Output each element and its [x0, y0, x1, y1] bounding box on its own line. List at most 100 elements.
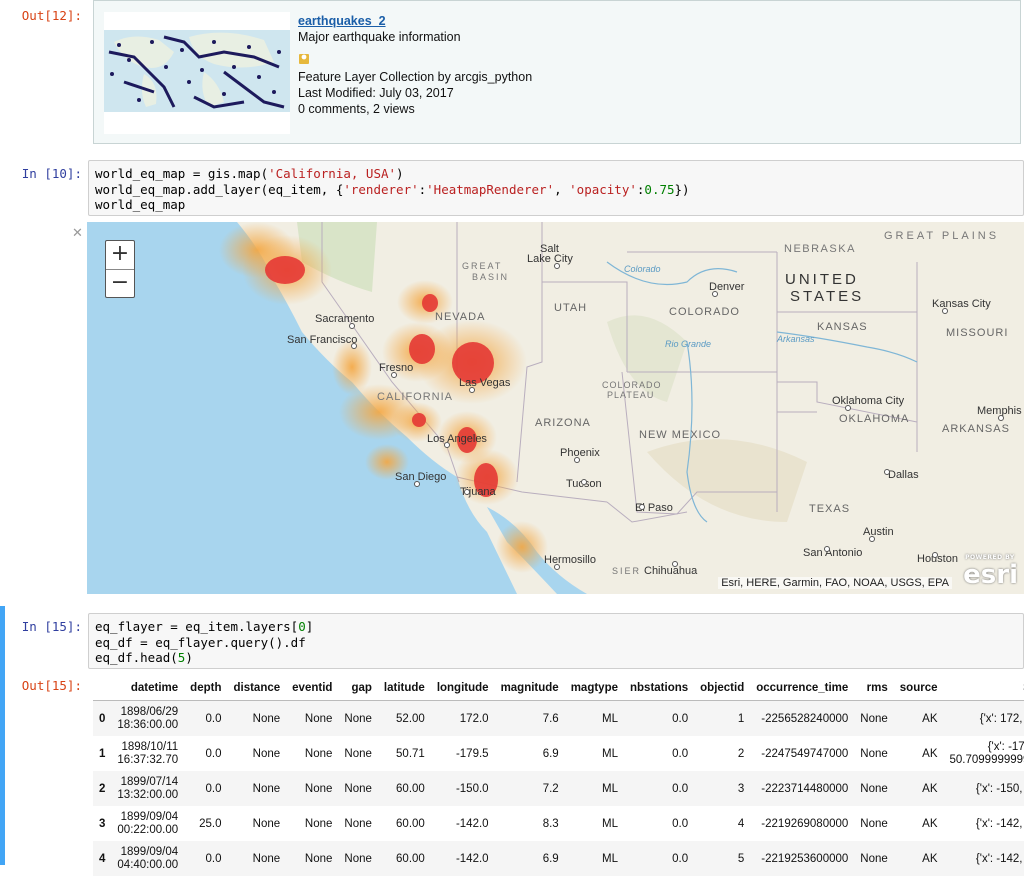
code-cell-10[interactable]: world_eq_map = gis.map('California, USA'… — [88, 160, 1024, 216]
col-occurrence-time: occurrence_time — [750, 676, 854, 701]
cell-magnitude: 7.2 — [495, 771, 565, 806]
svg-text:PLATEAU: PLATEAU — [607, 390, 654, 400]
cell-occurrence-time: -2219253600000 — [750, 841, 854, 876]
svg-text:GREAT PLAINS: GREAT PLAINS — [884, 230, 999, 242]
svg-text:Sacramento: Sacramento — [315, 313, 374, 325]
svg-text:CALIFORNIA: CALIFORNIA — [377, 391, 453, 403]
cell-magnitude: 8.3 — [495, 806, 565, 841]
cell-rms: None — [854, 701, 894, 737]
svg-text:Colorado: Colorado — [624, 264, 661, 274]
cell-objectid: 2 — [694, 736, 750, 771]
in-prompt-15: In [15]: — [0, 619, 82, 634]
svg-text:Lake City: Lake City — [527, 253, 573, 265]
cell-objectid: 3 — [694, 771, 750, 806]
feature-layer-icon — [298, 51, 310, 65]
cell-gap: None — [338, 771, 378, 806]
zoom-out-button[interactable]: − — [106, 270, 134, 298]
cell-distance: None — [227, 841, 286, 876]
cell-shape: {'x': 172, 'y': 52 — [944, 701, 1024, 737]
close-output-icon[interactable]: ✕ — [72, 225, 83, 241]
svg-text:Rio Grande: Rio Grande — [665, 339, 711, 349]
cell-magnitude: 6.9 — [495, 736, 565, 771]
svg-text:Oklahoma City: Oklahoma City — [832, 395, 905, 407]
cell-source: AK — [894, 806, 944, 841]
col-objectid: objectid — [694, 676, 750, 701]
cell-longitude: -150.0 — [431, 771, 495, 806]
svg-text:GREAT: GREAT — [462, 261, 502, 271]
selected-cell-indicator — [0, 606, 5, 865]
cell-magtype: ML — [565, 736, 624, 771]
svg-text:Los Angeles: Los Angeles — [427, 433, 487, 445]
col-gap: gap — [338, 676, 378, 701]
cell-objectid: 4 — [694, 806, 750, 841]
item-snippet: Major earthquake information — [298, 29, 532, 45]
svg-text:OKLAHOMA: OKLAHOMA — [839, 413, 909, 425]
svg-text:ARKANSAS: ARKANSAS — [942, 423, 1010, 435]
cell-magtype: ML — [565, 771, 624, 806]
cell-latitude: 52.00 — [378, 701, 431, 737]
col-nbstations: nbstations — [624, 676, 694, 701]
cell-magnitude: 6.9 — [495, 841, 565, 876]
cell-nbstations: 0.0 — [624, 841, 694, 876]
out-prompt-12: Out[12]: — [0, 8, 82, 23]
svg-text:Fresno: Fresno — [379, 362, 413, 374]
item-thumbnail[interactable] — [104, 12, 290, 134]
table-header-row: datetime depth distance eventid gap lati… — [93, 676, 1024, 701]
dataframe-table: datetime depth distance eventid gap lati… — [93, 676, 1024, 876]
item-card: earthquakes_2 Major earthquake informati… — [93, 0, 1021, 144]
svg-text:NEW MEXICO: NEW MEXICO — [639, 429, 721, 441]
zoom-in-button[interactable]: + — [106, 241, 134, 270]
cell-latitude: 60.00 — [378, 841, 431, 876]
svg-text:SIER: SIER — [612, 566, 641, 576]
cell-magtype: ML — [565, 806, 624, 841]
cell-occurrence-time: -2223714480000 — [750, 771, 854, 806]
cell-distance: None — [227, 771, 286, 806]
cell-nbstations: 0.0 — [624, 736, 694, 771]
col-datetime: datetime — [111, 676, 184, 701]
svg-text:NEBRASKA: NEBRASKA — [784, 243, 856, 255]
svg-text:TEXAS: TEXAS — [809, 503, 850, 515]
cell-depth: 0.0 — [184, 701, 227, 737]
cell-rms: None — [854, 841, 894, 876]
cell-latitude: 50.71 — [378, 736, 431, 771]
cell-eventid: None — [286, 841, 338, 876]
cell-eventid: None — [286, 771, 338, 806]
svg-text:NEVADA: NEVADA — [435, 311, 485, 323]
cell-nbstations: 0.0 — [624, 806, 694, 841]
cell-longitude: -142.0 — [431, 806, 495, 841]
cell-latitude: 60.00 — [378, 771, 431, 806]
cell-depth: 0.0 — [184, 736, 227, 771]
zoom-control: + − — [105, 240, 135, 298]
map-widget[interactable]: GREAT PLAINS NEBRASKA Salt Lake City UNI… — [87, 222, 1024, 594]
cell-source: AK — [894, 701, 944, 737]
code-cell-15[interactable]: eq_flayer = eq_item.layers[0] eq_df = eq… — [88, 613, 1024, 669]
svg-text:ARIZONA: ARIZONA — [535, 417, 591, 429]
cell-rms: None — [854, 806, 894, 841]
cell-magnitude: 7.6 — [495, 701, 565, 737]
svg-text:San Antonio: San Antonio — [803, 547, 862, 559]
cell-magtype: ML — [565, 841, 624, 876]
cell-longitude: 172.0 — [431, 701, 495, 737]
svg-text:San Diego: San Diego — [395, 471, 446, 483]
item-modified: Last Modified: July 03, 2017 — [298, 85, 532, 101]
cell-gap: None — [338, 806, 378, 841]
col-magnitude: magnitude — [495, 676, 565, 701]
cell-longitude: -179.5 — [431, 736, 495, 771]
cell-shape: {'x': -150, 'y': 60 — [944, 771, 1024, 806]
col-latitude: latitude — [378, 676, 431, 701]
cell-occurrence-time: -2219269080000 — [750, 806, 854, 841]
row-index: 3 — [93, 806, 111, 841]
item-title-link[interactable]: earthquakes_2 — [298, 13, 532, 29]
map-attribution: Esri, HERE, Garmin, FAO, NOAA, USGS, EPA — [718, 577, 952, 589]
cell-source: AK — [894, 736, 944, 771]
col-depth: depth — [184, 676, 227, 701]
